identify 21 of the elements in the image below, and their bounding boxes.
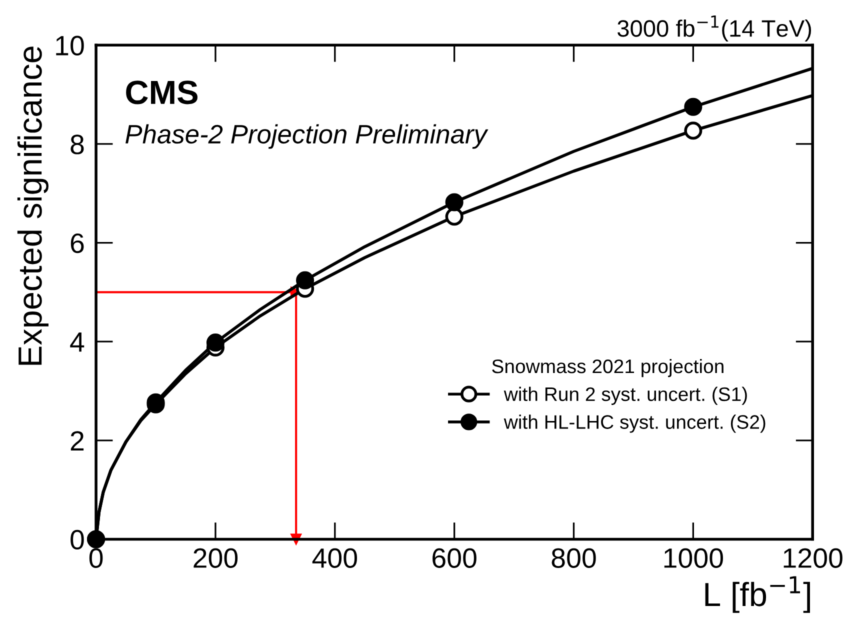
y-tick-label: 10 bbox=[56, 36, 84, 56]
legend-label: with Run 2 syst. uncert. (S1) bbox=[504, 386, 747, 405]
legend-title: Snowmass 2021 projection bbox=[492, 358, 724, 378]
y-tick-label: 8 bbox=[70, 134, 84, 154]
x-tick-label: 0 bbox=[89, 548, 103, 568]
x-tick-label: 1000 bbox=[664, 548, 723, 568]
x-tick-label: 400 bbox=[312, 548, 357, 568]
y-axis-title: Expected significance bbox=[17, 46, 48, 365]
x-tick-label: 800 bbox=[552, 548, 596, 568]
chart-title: 3000 fb$^{−1}$(14 TeV) bbox=[618, 16, 812, 42]
y-tick-label: 0 bbox=[70, 530, 84, 550]
annotation: CMS bbox=[126, 80, 198, 104]
x-tick-label: 600 bbox=[432, 548, 476, 568]
x-tick-label: 200 bbox=[194, 548, 238, 568]
x-tick-label: 1200 bbox=[784, 548, 842, 568]
legend-label: with HL-LHC syst. uncert. (S2) bbox=[504, 414, 766, 433]
y-tick-label: 6 bbox=[70, 233, 84, 254]
annotation: Phase-2 Projection Preliminary bbox=[126, 124, 488, 149]
y-tick-label: 2 bbox=[70, 431, 84, 450]
x-axis-title: L [fb$^{−1}$] bbox=[705, 576, 810, 613]
y-tick-label: 4 bbox=[70, 332, 84, 352]
